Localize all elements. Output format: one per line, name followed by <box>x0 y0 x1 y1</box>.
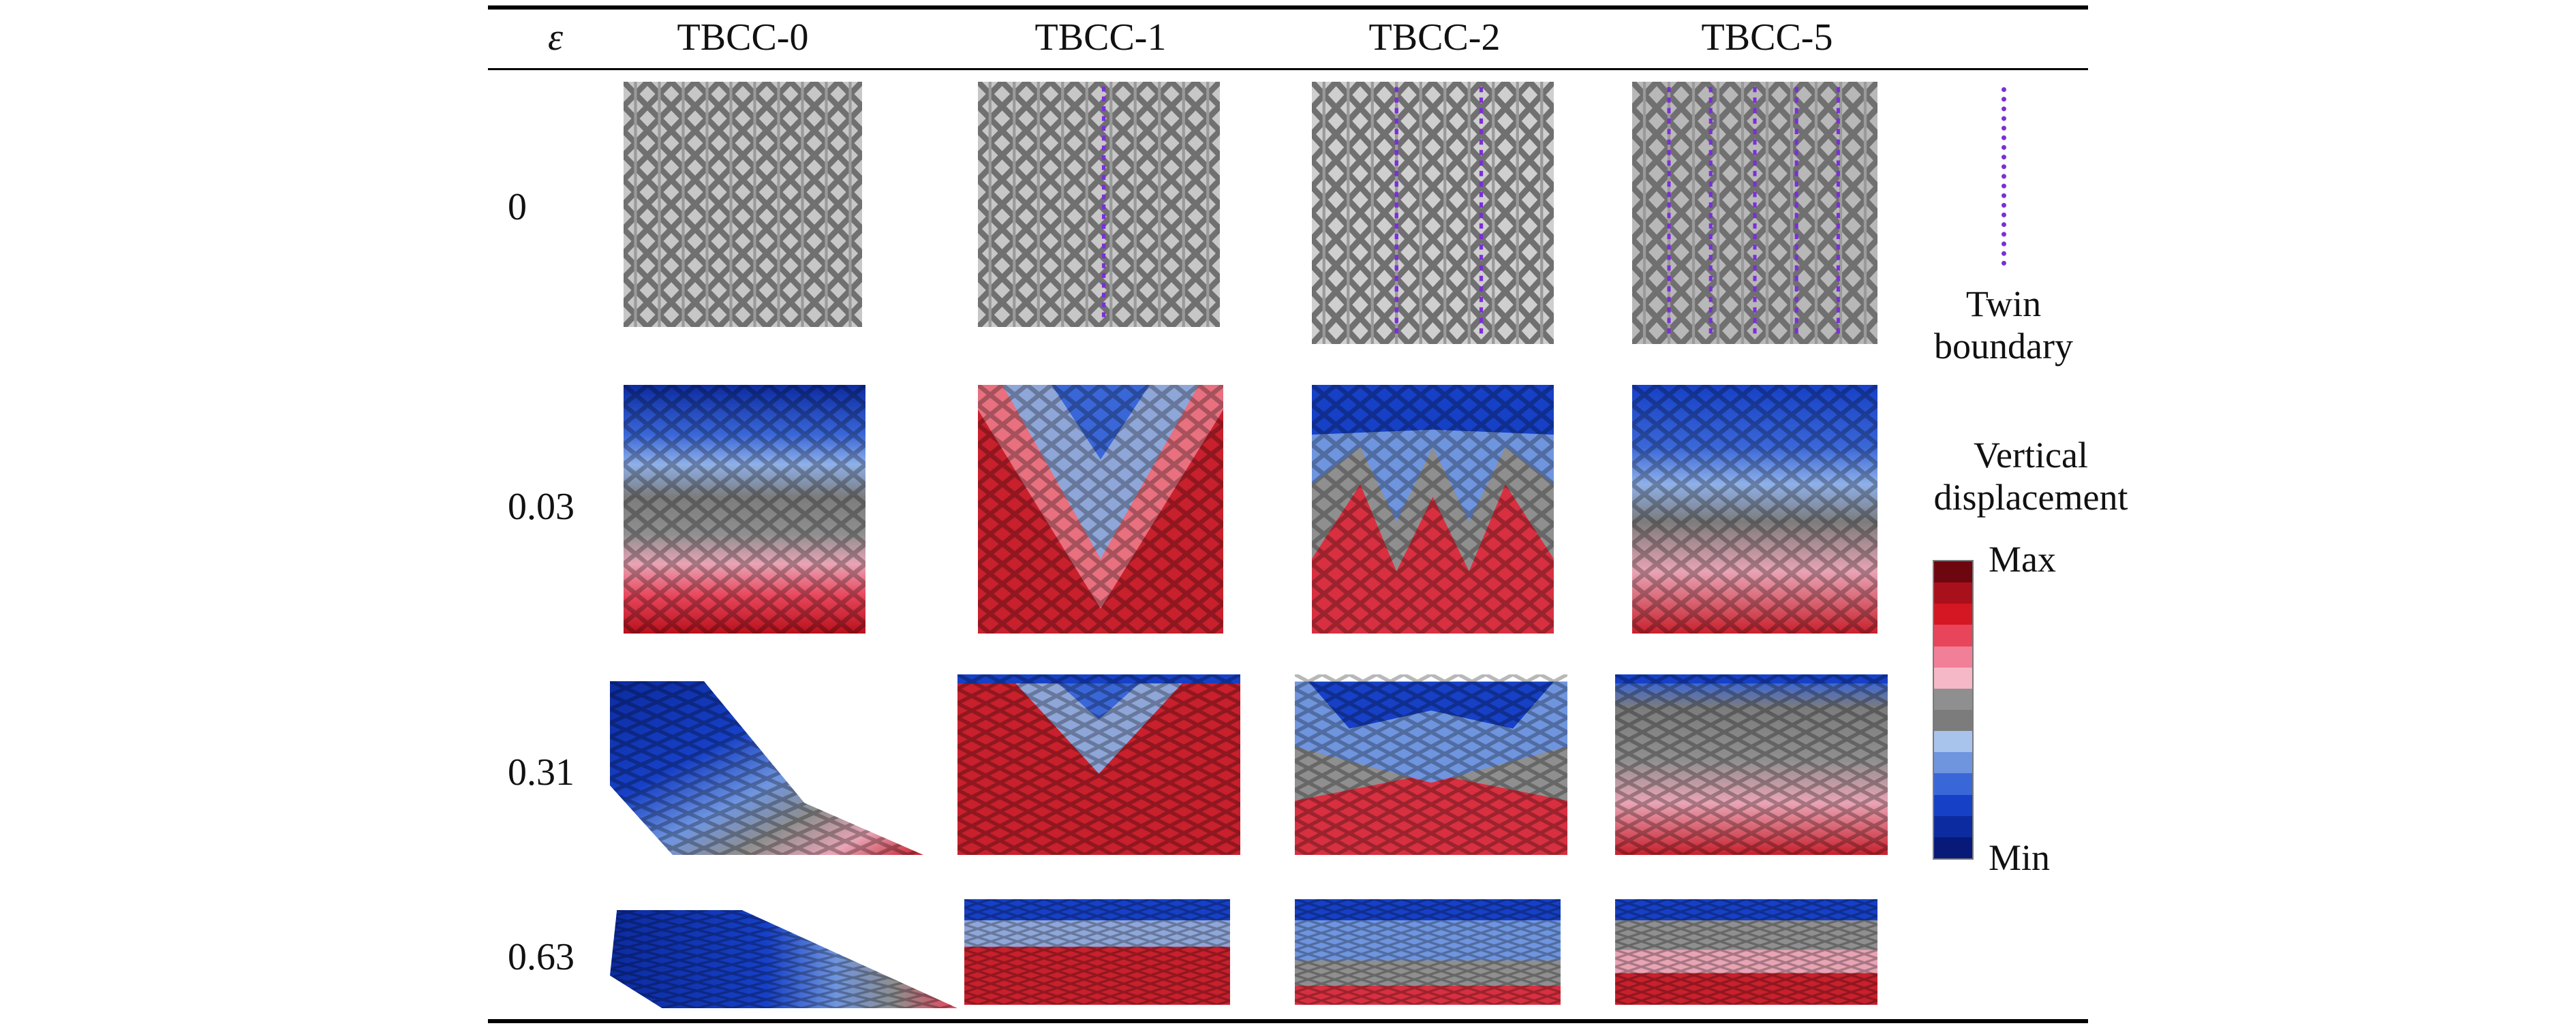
colorbar-max-label: Max <box>1989 539 2056 580</box>
colorbar-swatch-10 <box>1934 773 1972 795</box>
lattice-tbcc-5-strain-0 <box>1632 82 1877 344</box>
colorbar-min-label: Min <box>1989 837 2051 878</box>
colorbar-swatch-0 <box>1934 561 1972 583</box>
lattice-tbcc-0-strain-0-03 <box>624 385 865 634</box>
colorbar-swatch-5 <box>1934 667 1972 689</box>
vertical-displacement-label-line2: displacement <box>1933 477 2128 518</box>
colorbar-swatch-9 <box>1934 752 1972 774</box>
colorbar-swatch-12 <box>1934 815 1972 837</box>
twin-boundary-legend-line <box>2002 87 2006 266</box>
lattice-tbcc-1-strain-0-03 <box>978 385 1223 634</box>
displacement-colorbar <box>1933 560 1974 860</box>
lattice-tbcc-2-strain-0-03 <box>1312 385 1554 634</box>
lattice-tbcc-2-strain-0-31 <box>1295 674 1567 855</box>
vertical-displacement-label-line1: Vertical <box>1974 435 2088 475</box>
column-header-tbcc-5: TBCC-5 <box>1701 16 1833 59</box>
twin-boundary-label: Twin boundary <box>1915 283 2092 367</box>
colorbar-swatch-1 <box>1934 582 1972 604</box>
colorbar-swatch-7 <box>1934 709 1972 732</box>
lattice-tbcc-1-strain-0-63 <box>964 899 1230 1005</box>
column-header-tbcc-0: TBCC-0 <box>677 16 809 59</box>
lattice-tbcc-5-strain-0-31 <box>1615 674 1888 855</box>
lattice-tbcc-0-strain-0-63 <box>610 899 957 1008</box>
lattice-tbcc-5-strain-0-63 <box>1615 899 1877 1005</box>
lattice-tbcc-2-strain-0-63 <box>1295 899 1561 1005</box>
colorbar-swatch-4 <box>1934 646 1972 668</box>
column-header-tbcc-1: TBCC-1 <box>1034 16 1167 59</box>
lattice-tbcc-2-strain-0 <box>1312 82 1554 344</box>
lattice-tbcc-1-strain-0-31 <box>957 674 1240 855</box>
twin-boundary-label-line2: boundary <box>1934 326 2073 366</box>
row-label-strain-0-63: 0.63 <box>508 936 574 978</box>
colorbar-swatch-13 <box>1934 837 1972 858</box>
row-label-strain-0: 0 <box>508 186 527 228</box>
top-rule <box>488 5 2088 10</box>
lattice-tbcc-0-strain-0-31 <box>610 681 923 855</box>
bottom-rule <box>488 1019 2088 1023</box>
twin-boundary-label-line1: Twin <box>1965 283 2042 324</box>
row-label-strain-0-31: 0.31 <box>508 751 574 794</box>
colorbar-swatch-11 <box>1934 794 1972 816</box>
column-header-tbcc-2: TBCC-2 <box>1368 16 1501 59</box>
row-label-strain-0-03: 0.03 <box>508 486 574 528</box>
colorbar-swatch-8 <box>1934 731 1972 753</box>
vertical-displacement-label: Vertical displacement <box>1901 434 2160 518</box>
colorbar-swatch-2 <box>1934 604 1972 625</box>
lattice-tbcc-5-strain-0-03 <box>1632 385 1877 634</box>
colorbar-swatch-3 <box>1934 625 1972 646</box>
lattice-tbcc-0-strain-0 <box>624 82 862 327</box>
header-rule <box>488 68 2088 70</box>
lattice-tbcc-1-strain-0 <box>978 82 1220 327</box>
colorbar-swatch-6 <box>1934 688 1972 710</box>
strain-header: ε <box>547 16 564 59</box>
